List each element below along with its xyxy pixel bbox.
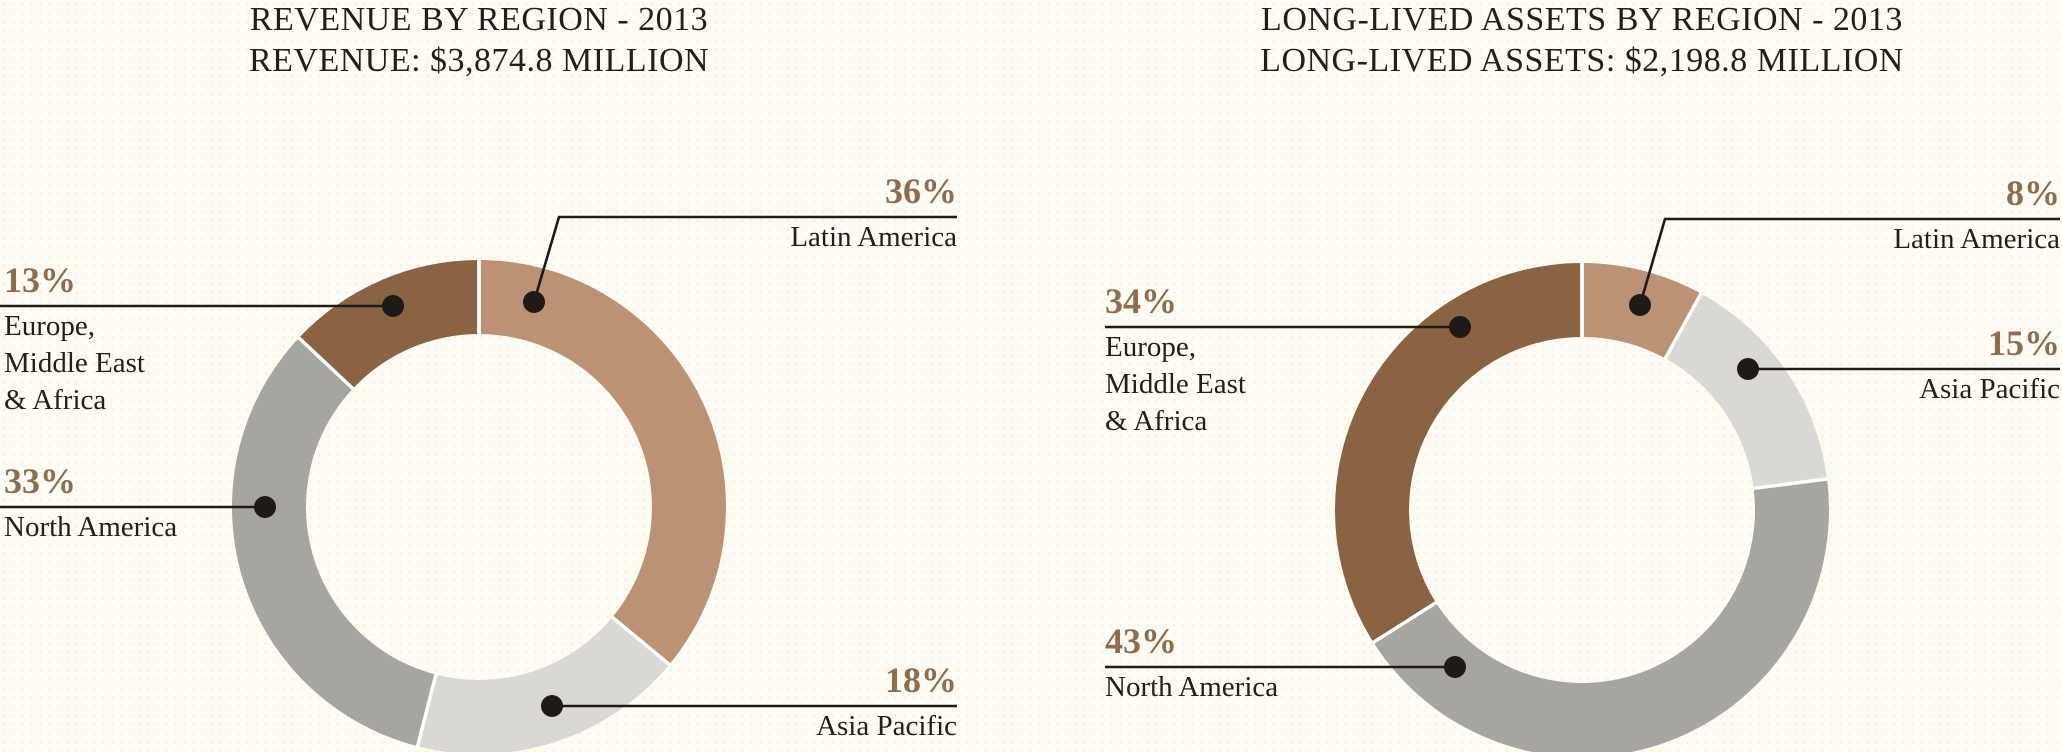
donut-segment-asia-pacific	[417, 617, 670, 752]
assets-latin-america-percent: 8%	[2006, 173, 2060, 213]
assets-chart-title: LONG-LIVED ASSETS BY REGION - 2013 LONG-…	[1172, 0, 1992, 81]
leader-dot	[541, 695, 563, 717]
segment-divider	[297, 335, 355, 391]
leader-line-latin-america	[1638, 217, 2060, 306]
donut-segment-europe-middle-east-africa	[1335, 263, 1582, 643]
revenue-north-america-percent: 33%	[4, 461, 76, 501]
segment-divider	[1371, 600, 1438, 645]
assets-label-north-america: 43% North America	[1105, 623, 1445, 706]
segment-divider	[610, 615, 672, 667]
assets-north-america-percent: 43%	[1105, 621, 1177, 661]
revenue-donut	[0, 215, 957, 752]
revenue-label-asia-pacific: 18% Asia Pacific	[617, 662, 957, 745]
revenue-north-america-name: North America	[4, 511, 178, 543]
revenue-asia-pacific-percent: 18%	[885, 660, 957, 700]
leader-dot	[1737, 358, 1759, 380]
assets-label-emea: 34% Europe, Middle East & Africa	[1105, 283, 1445, 440]
leader-dot	[254, 496, 276, 518]
assets-emea-name: Europe, Middle East & Africa	[1105, 331, 1246, 437]
revenue-latin-america-percent: 36%	[885, 171, 957, 211]
assets-donut	[1105, 217, 2060, 752]
segment-divider	[1752, 477, 1829, 491]
leader-dot	[382, 295, 404, 317]
assets-asia-pacific-name: Asia Pacific	[1919, 373, 2060, 405]
assets-emea-percent: 34%	[1105, 281, 1177, 321]
donut-segment-latin-america	[479, 260, 726, 665]
leader-dot	[1444, 656, 1466, 678]
assets-north-america-name: North America	[1105, 671, 1279, 703]
assets-label-asia-pacific: 15% Asia Pacific	[1720, 325, 2060, 408]
revenue-label-north-america: 33% North America	[4, 463, 324, 546]
revenue-asia-pacific-name: Asia Pacific	[816, 710, 957, 742]
assets-latin-america-name: Latin America	[1893, 223, 2060, 255]
assets-asia-pacific-percent: 15%	[1988, 323, 2060, 363]
revenue-chart-title: REVENUE BY REGION - 2013 REVENUE: $3,874…	[69, 0, 889, 81]
revenue-emea-name: Europe, Middle East & Africa	[4, 310, 145, 416]
assets-label-latin-america: 8% Latin America	[1720, 175, 2060, 258]
donut-segment-north-america	[231, 337, 436, 747]
donut-segment-north-america	[1373, 479, 1829, 752]
revenue-emea-percent: 13%	[4, 260, 76, 300]
revenue-latin-america-name: Latin America	[790, 221, 957, 253]
revenue-label-emea: 13% Europe, Middle East & Africa	[4, 262, 324, 419]
leader-dot	[1629, 294, 1651, 316]
revenue-chart-title-line2: REVENUE: $3,874.8 MILLION	[248, 42, 710, 79]
segment-divider	[1663, 291, 1704, 361]
revenue-label-latin-america: 36% Latin America	[617, 173, 957, 256]
donut-segment-asia-pacific	[1665, 293, 1828, 489]
assets-chart-title-line1: LONG-LIVED ASSETS BY REGION - 2013	[1261, 1, 1903, 38]
leader-line-latin-america	[532, 215, 957, 303]
donut-segment-europe-middle-east-africa	[298, 260, 479, 389]
assets-chart-title-line2: LONG-LIVED ASSETS: $2,198.8 MILLION	[1260, 42, 1904, 79]
segment-divider	[415, 673, 438, 748]
leader-dot	[523, 291, 545, 313]
revenue-chart-title-line1: REVENUE BY REGION - 2013	[249, 1, 709, 38]
leader-dot	[1449, 316, 1471, 338]
